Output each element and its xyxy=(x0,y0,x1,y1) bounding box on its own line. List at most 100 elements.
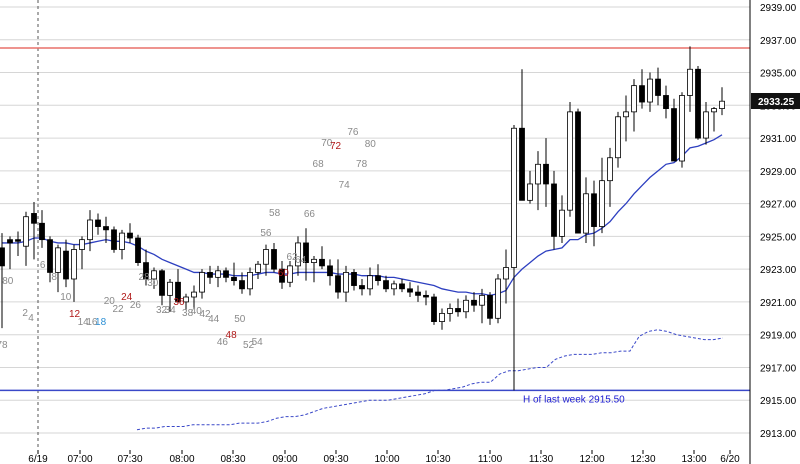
y-tick-label: 2915.00 xyxy=(760,396,797,407)
bar-count-label: 80 xyxy=(2,276,14,287)
candle-bear xyxy=(239,280,245,290)
candle-bull xyxy=(447,308,453,314)
candle-bull xyxy=(311,258,317,264)
bar-count-label: 16 xyxy=(86,317,98,328)
candle-bull xyxy=(439,312,445,322)
candle-bear xyxy=(671,108,677,162)
candle-bear xyxy=(127,232,133,239)
candle-bear xyxy=(335,275,341,293)
candle-bull xyxy=(511,127,517,268)
bar-count-label: 28 xyxy=(139,272,151,283)
bar-count-label: 34 xyxy=(165,305,177,316)
candle-bull xyxy=(719,100,725,109)
candle-bear xyxy=(63,250,69,280)
candle-bear xyxy=(695,68,701,139)
x-tick-label: 09:30 xyxy=(323,454,348,464)
candle-bear xyxy=(103,226,109,231)
candle-bull xyxy=(623,111,629,118)
x-tick-label: 07:00 xyxy=(67,454,92,464)
bar-count-label: 44 xyxy=(208,314,220,325)
candle-bull xyxy=(247,272,253,290)
last-week-high-label: H of last week 2915.50 xyxy=(523,394,625,405)
x-tick-label: 6/20 xyxy=(720,454,740,464)
candle-bear xyxy=(487,294,493,319)
candle-bull xyxy=(463,299,469,313)
candle-bull xyxy=(191,291,197,298)
candle-bull xyxy=(55,247,61,273)
candle-bear xyxy=(303,242,309,264)
candle-bear xyxy=(231,276,237,282)
x-tick-label: 12:30 xyxy=(630,454,655,464)
candle-bull xyxy=(687,68,693,96)
x-tick-label: 09:00 xyxy=(272,454,297,464)
bar-count-label: 36 xyxy=(173,297,185,308)
x-tick-label: 08:30 xyxy=(220,454,245,464)
candle-bull xyxy=(23,216,29,247)
candlesticks xyxy=(0,46,725,391)
candle-bear xyxy=(271,249,277,270)
x-tick-label: 6/19 xyxy=(28,454,48,464)
bar-count-label: 6 xyxy=(40,260,46,271)
last-price-label: 2933.25 xyxy=(758,97,795,108)
bar-count-label: 40 xyxy=(191,306,203,317)
candle-bear xyxy=(351,272,357,286)
bar-count-label: 2 xyxy=(22,308,28,319)
bar-count-label: 64 xyxy=(295,255,307,266)
bar-count-label: 4 xyxy=(28,313,34,324)
candle-bear xyxy=(159,270,165,296)
candle-bear xyxy=(551,183,557,237)
bar-count-label: 60 xyxy=(278,268,290,279)
candle-bear xyxy=(423,294,429,298)
candle-bear xyxy=(279,268,285,283)
candle-bull xyxy=(647,78,653,103)
candle-bull xyxy=(167,281,173,296)
candle-bull xyxy=(79,239,85,250)
candle-bear xyxy=(95,219,101,227)
candle-bull xyxy=(295,242,301,267)
candle-bear xyxy=(455,308,461,313)
candle-bear xyxy=(15,239,21,242)
y-tick-label: 2919.00 xyxy=(760,331,797,342)
bar-count-label: 70 xyxy=(321,138,333,149)
bar-count-label: 18 xyxy=(95,317,107,328)
y-tick-label: 2937.00 xyxy=(760,36,797,47)
bar-count-label: 10 xyxy=(60,292,72,303)
candle-bull xyxy=(535,163,541,185)
bar-count-labels: 7880246810121416182022242628303234363840… xyxy=(0,127,376,351)
candle-bull xyxy=(183,296,189,303)
bar-count-label: 78 xyxy=(0,340,8,351)
x-tick-label: 13:00 xyxy=(681,454,706,464)
candle-bear xyxy=(39,222,45,241)
candle-bull xyxy=(119,232,125,250)
candle-bear xyxy=(319,258,325,267)
candle-bear xyxy=(407,288,413,293)
y-tick-label: 2927.00 xyxy=(760,200,797,211)
candle-bull xyxy=(615,116,621,159)
candle-bull xyxy=(479,294,485,306)
y-tick-label: 2921.00 xyxy=(760,298,797,309)
candle-bear xyxy=(399,283,405,290)
candle-bull xyxy=(679,95,685,162)
y-tick-label: 2939.00 xyxy=(760,3,797,14)
bar-count-label: 56 xyxy=(260,228,272,239)
bar-count-label: 68 xyxy=(313,159,325,170)
y-axis-ticks: 2939.002937.002935.002933.002931.002929.… xyxy=(760,3,797,440)
bar-count-label: 24 xyxy=(121,292,133,303)
candle-bear xyxy=(519,127,525,201)
y-tick-label: 2925.00 xyxy=(760,232,797,243)
candle-bear xyxy=(543,163,549,185)
candle-bull xyxy=(703,111,709,139)
bar-count-label: 52 xyxy=(243,340,255,351)
candle-bear xyxy=(111,229,117,250)
candle-bear xyxy=(415,291,421,296)
bar-count-label: 50 xyxy=(234,314,246,325)
candle-bear xyxy=(175,281,181,303)
candle-bear xyxy=(207,272,213,278)
candle-bear xyxy=(135,237,141,263)
bar-count-label: 48 xyxy=(226,330,238,341)
candle-bear xyxy=(431,296,437,322)
candle-bull xyxy=(503,267,509,280)
bar-count-label: 54 xyxy=(252,337,264,348)
candle-bear xyxy=(327,265,333,277)
